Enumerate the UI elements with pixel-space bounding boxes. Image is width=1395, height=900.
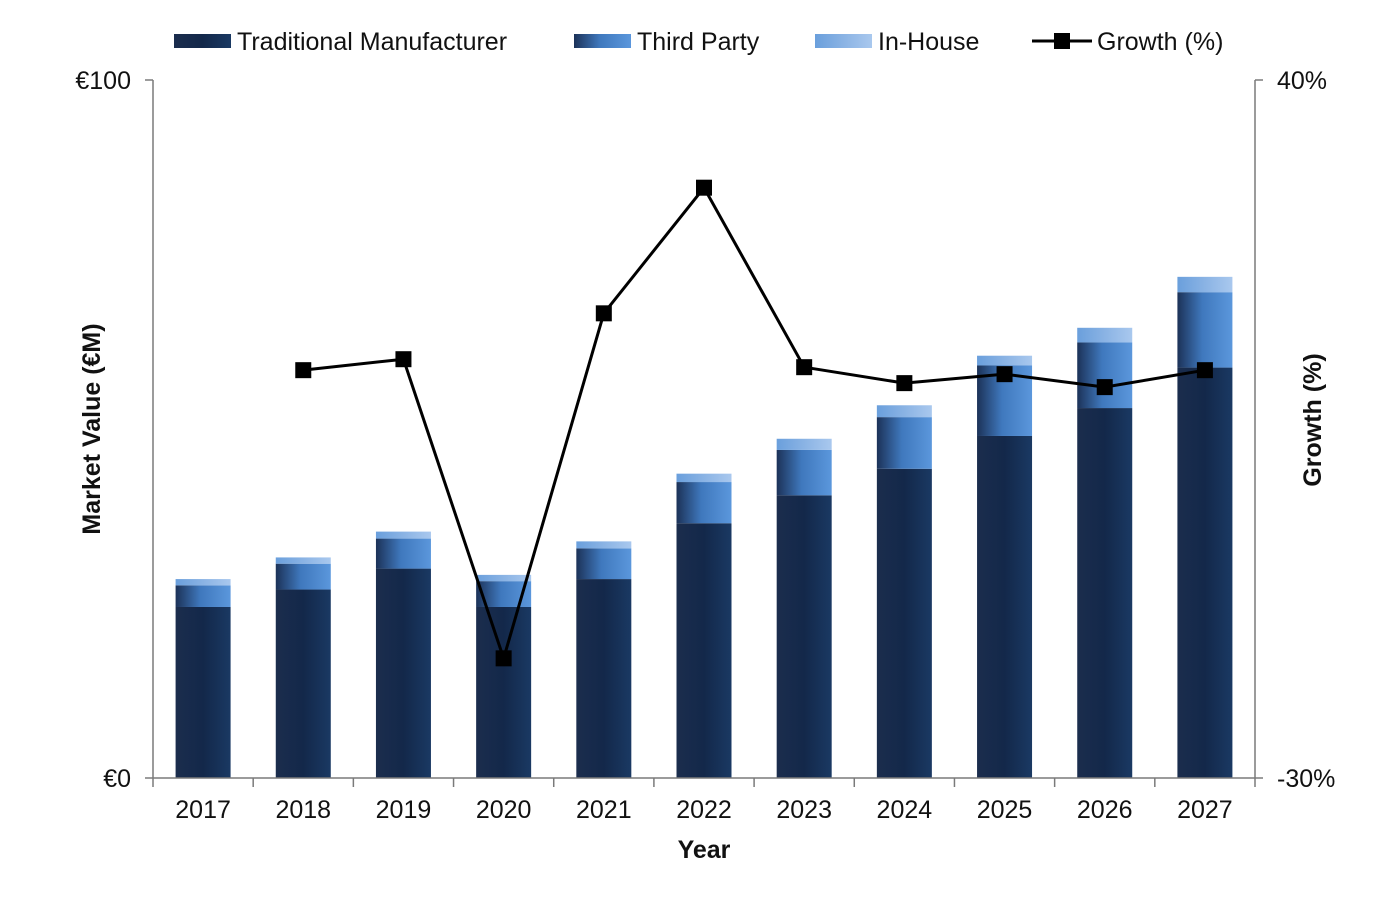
legend-swatch-traditional-manufacturer [174, 34, 231, 48]
legend-label-third-party: Third Party [637, 28, 760, 56]
growth-marker-2019 [395, 351, 412, 368]
bar-in-house-2021 [576, 541, 632, 549]
bar-third-party-2021 [576, 548, 632, 580]
x-tick-label-2020: 2020 [476, 796, 532, 824]
bar-traditional-manufacturer-2025 [977, 435, 1033, 778]
bar-third-party-2026 [1077, 342, 1133, 409]
bar-in-house-2027 [1177, 276, 1233, 293]
bar-third-party-2019 [375, 538, 431, 569]
x-axis-title: Year [678, 836, 731, 864]
bar-traditional-manufacturer-2026 [1077, 408, 1133, 778]
x-tick-label-2022: 2022 [676, 796, 732, 824]
growth-marker-2021 [595, 305, 612, 322]
growth-marker-2026 [1096, 379, 1113, 396]
y2-tick-label-max: 40% [1277, 67, 1327, 95]
bar-traditional-manufacturer-2018 [275, 589, 331, 778]
x-tick-label-2027: 2027 [1177, 796, 1233, 824]
x-tick-label-2025: 2025 [977, 796, 1033, 824]
x-tick-label-2018: 2018 [275, 796, 331, 824]
growth-marker-2020 [495, 650, 512, 667]
bar-traditional-manufacturer-2019 [375, 568, 431, 778]
bar-in-house-2019 [375, 531, 431, 539]
x-tick-label-2021: 2021 [576, 796, 632, 824]
bar-traditional-manufacturer-2023 [776, 495, 832, 778]
labels-layer: €0 €100 -30% 40% 2017 2018 2019 2020 2021 2022 202… [75, 67, 1335, 864]
y-tick-label-min: €0 [103, 765, 131, 793]
bar-third-party-2017 [175, 585, 231, 607]
growth-line-layer [295, 179, 1213, 667]
bar-in-house-2020 [476, 574, 532, 582]
bar-traditional-manufacturer-2017 [175, 606, 231, 778]
bar-in-house-2026 [1077, 327, 1133, 343]
bar-in-house-2023 [776, 438, 832, 450]
bar-in-house-2025 [977, 355, 1033, 366]
legend: Traditional Manufacturer Third Party In-Ho… [174, 28, 1223, 56]
bar-third-party-2018 [275, 563, 331, 590]
bar-in-house-2022 [676, 473, 732, 483]
growth-line [303, 185, 1206, 664]
growth-marker-2025 [996, 366, 1013, 383]
growth-marker-2027 [1196, 362, 1213, 379]
bar-in-house-2017 [175, 579, 231, 586]
axes-layer [145, 79, 1263, 787]
growth-marker-2024 [896, 375, 913, 392]
bar-in-house-2024 [876, 405, 932, 418]
y2-axis-title: Growth (%) [1299, 353, 1327, 486]
legend-swatch-growth-marker [1054, 33, 1070, 49]
bar-in-house-2018 [275, 557, 331, 564]
y-tick-label-max: €100 [75, 67, 131, 95]
bar-traditional-manufacturer-2027 [1177, 367, 1233, 778]
x-tick-label-2023: 2023 [776, 796, 832, 824]
x-tick-label-2017: 2017 [175, 796, 231, 824]
bar-third-party-2023 [776, 449, 832, 496]
growth-marker-2018 [295, 362, 312, 379]
bar-traditional-manufacturer-2021 [576, 579, 632, 778]
legend-label-growth: Growth (%) [1097, 28, 1223, 56]
legend-label-traditional-manufacturer: Traditional Manufacturer [237, 28, 507, 56]
bars-layer [175, 276, 1233, 778]
bar-third-party-2027 [1177, 292, 1233, 368]
y2-tick-label-min: -30% [1277, 765, 1335, 793]
x-tick-label-2026: 2026 [1077, 796, 1133, 824]
bar-third-party-2024 [876, 417, 932, 469]
growth-marker-2022 [696, 179, 712, 196]
bar-traditional-manufacturer-2020 [476, 606, 532, 778]
legend-swatch-in-house [815, 34, 872, 48]
bar-traditional-manufacturer-2024 [876, 468, 932, 778]
legend-swatch-third-party [574, 34, 631, 48]
bar-traditional-manufacturer-2022 [676, 523, 732, 778]
growth-marker-2023 [796, 359, 813, 376]
legend-label-in-house: In-House [878, 28, 979, 56]
x-tick-label-2019: 2019 [376, 796, 432, 824]
y-axis-title: Market Value (€M) [78, 323, 106, 534]
bar-third-party-2022 [676, 482, 732, 524]
x-tick-label-2024: 2024 [877, 796, 933, 824]
